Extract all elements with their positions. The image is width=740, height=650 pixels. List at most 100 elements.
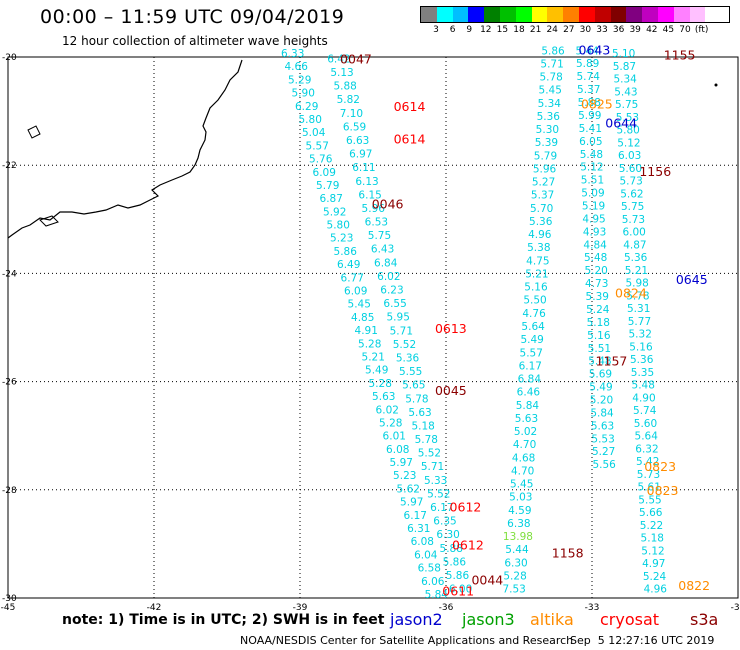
wave-height-value: 6.13 — [355, 176, 378, 188]
wave-height-value: 5.92 — [323, 206, 346, 218]
wave-height-value: 4.59 — [508, 505, 531, 517]
wave-height-value: 4.70 — [513, 439, 536, 451]
lat-tick-label: -30 — [2, 594, 17, 604]
wave-height-value: 5.39 — [586, 291, 609, 303]
wave-height-value: 5.34 — [538, 98, 562, 110]
wave-height-value: 5.57 — [306, 140, 329, 152]
wave-height-value: 6.38 — [507, 518, 530, 530]
wave-height-value: 6.17 — [519, 360, 542, 372]
wave-height-value: 5.51 — [581, 175, 604, 187]
scale-label: 33 — [596, 25, 608, 35]
wave-height-value: 5.34 — [613, 74, 637, 86]
wave-height-value: 5.28 — [369, 378, 392, 390]
scale-label: 18 — [513, 25, 525, 35]
wave-height-value: 5.24 — [586, 304, 610, 316]
wave-height-value: 5.96 — [533, 163, 557, 175]
wave-height-value: 5.97 — [390, 457, 413, 469]
wave-height-value: 5.10 — [612, 48, 635, 60]
wave-height-value: 5.55 — [638, 494, 661, 506]
wave-height-value: 5.84 — [590, 407, 614, 419]
wave-height-value: 5.43 — [614, 86, 637, 98]
pass-time-label: 0614 — [394, 132, 426, 147]
wave-height-value: 6.32 — [635, 443, 658, 455]
wave-height-value: 6.09 — [313, 167, 336, 179]
scale-swatch — [689, 7, 706, 22]
island-dot — [714, 83, 718, 87]
wave-height-value: 5.27 — [532, 177, 555, 189]
wave-height-value: 5.09 — [581, 188, 604, 200]
scale-swatch — [484, 7, 500, 22]
wave-height-value: 5.55 — [399, 366, 422, 378]
scale-swatch — [578, 7, 595, 22]
wave-height-value: 6.55 — [383, 298, 406, 310]
wave-height-value: 6.33 — [281, 48, 304, 60]
wave-height-value: 5.52 — [393, 339, 416, 351]
wave-height-value: 6.02 — [377, 271, 400, 283]
wave-height-value: 5.60 — [619, 163, 642, 175]
wave-height-value: 5.02 — [514, 426, 537, 438]
island-outline — [39, 215, 59, 227]
wave-height-value: 6.04 — [414, 549, 438, 561]
wave-height-value: 5.12 — [641, 545, 664, 557]
wave-height-value: 5.22 — [640, 520, 663, 532]
wave-height-value: 5.35 — [631, 367, 654, 379]
wave-height-value: 5.90 — [292, 88, 315, 100]
wave-height-value: 5.74 — [633, 405, 657, 417]
wave-height-value: 5.79 — [534, 150, 557, 162]
wave-height-value: 5.78 — [405, 393, 428, 405]
pass-time-label: 0643 — [579, 42, 611, 57]
wave-height-value: 4.70 — [511, 465, 534, 477]
wave-height-value: 5.96 — [362, 203, 386, 215]
wave-height-value: 5.49 — [520, 334, 543, 346]
wave-height-value: 5.32 — [629, 329, 652, 341]
wave-height-value: 5.20 — [584, 265, 607, 277]
wave-height-value: 5.45 — [348, 299, 371, 311]
wave-height-value: 5.16 — [587, 330, 611, 342]
wave-height-value: 5.73 — [619, 176, 642, 188]
wave-height-color-scale: 3 6 9 12 15 18 21 24 27 30 33 36 39 42 45 70 (ft) — [420, 6, 730, 35]
wave-height-value: 5.36 — [624, 252, 648, 264]
scale-label: 9 — [466, 25, 473, 35]
scale-swatch — [610, 7, 627, 22]
wave-height-value: 6.08 — [411, 536, 434, 548]
wave-height-value: 5.52 — [427, 488, 450, 500]
pass-time-label: 0613 — [435, 321, 467, 336]
wave-height-value: 5.50 — [523, 295, 546, 307]
wave-height-value: 6.01 — [383, 431, 406, 443]
pass-time-label: 0823 — [647, 483, 679, 498]
wave-height-value: 4.97 — [642, 558, 665, 570]
wave-height-value: 5.36 — [396, 352, 420, 364]
wave-height-value: 5.75 — [368, 230, 391, 242]
scale-label: 36 — [612, 25, 625, 35]
wave-height-value: 5.63 — [591, 420, 614, 432]
scale-label: 12 — [480, 25, 492, 35]
wave-height-value: 5.53 — [591, 433, 614, 445]
wave-height-value: 5.52 — [418, 448, 441, 460]
wave-height-value: 5.56 — [592, 459, 616, 471]
wave-height-value: 5.28 — [358, 338, 381, 350]
wave-height-value: 4.91 — [355, 325, 378, 337]
wave-height-value: 4.73 — [585, 278, 608, 290]
scale-label: 6 — [449, 25, 456, 35]
wave-height-value: 5.42 — [636, 456, 659, 468]
wave-height-value: 5.69 — [589, 369, 612, 381]
wave-height-value: 4.87 — [623, 239, 646, 251]
scale-label: 21 — [529, 25, 542, 35]
wave-height-value: 5.48 — [584, 252, 607, 264]
wave-height-value: 5.86 — [443, 556, 467, 568]
wave-height-value: 5.45 — [539, 85, 562, 97]
wave-height-value: 5.78 — [415, 434, 438, 446]
wave-height-value: 5.88 — [578, 97, 601, 109]
wave-height-value: 5.75 — [615, 99, 638, 111]
wave-height-value: 5.23 — [330, 233, 353, 245]
map-note: note: 1) Time is in UTC; 2) SWH is in fe… — [62, 612, 385, 628]
satellite-cryosat: cryosat — [600, 610, 660, 629]
wave-height-value: 6.84 — [374, 257, 398, 269]
wave-height-value: 5.51 — [588, 343, 611, 355]
wave-height-value: 4.96 — [644, 584, 668, 596]
wave-height-value: 6.02 — [376, 404, 399, 416]
wave-height-value: 5.36 — [537, 111, 561, 123]
pass-time-label: 1156 — [639, 164, 671, 179]
scale-label: 3 — [433, 25, 439, 35]
scale-swatch — [468, 7, 485, 22]
